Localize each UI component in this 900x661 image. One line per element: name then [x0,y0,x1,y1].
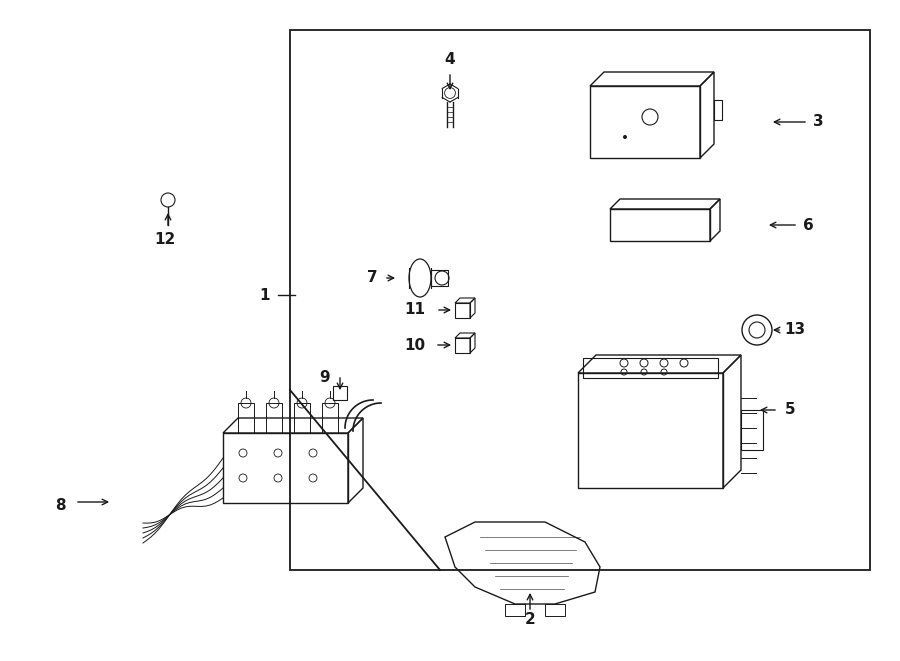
Text: 6: 6 [803,217,814,233]
Text: 10: 10 [404,338,426,352]
Text: 2: 2 [525,613,535,627]
Text: 7: 7 [366,270,377,286]
Bar [741,410,763,450]
Text: 3: 3 [813,114,824,130]
Bar [610,209,710,241]
Bar [223,433,348,503]
Text: 12: 12 [155,233,176,247]
Bar [294,403,310,433]
Bar [455,303,470,318]
Bar [714,100,722,120]
Text: 4: 4 [445,52,455,67]
Bar [505,604,525,616]
Bar [545,604,565,616]
Text: 13: 13 [785,323,806,338]
Bar [455,338,470,353]
Bar [238,403,254,433]
Bar [590,86,700,158]
Bar [578,373,723,488]
Circle shape [623,135,627,139]
Bar [583,358,718,378]
Bar [266,403,282,433]
Bar [322,403,338,433]
Text: 1: 1 [260,288,270,303]
Text: 9: 9 [320,371,330,385]
Bar [290,30,870,570]
Text: 5: 5 [785,403,796,418]
Text: 8: 8 [55,498,66,512]
Text: 11: 11 [404,303,426,317]
Bar [333,386,347,400]
